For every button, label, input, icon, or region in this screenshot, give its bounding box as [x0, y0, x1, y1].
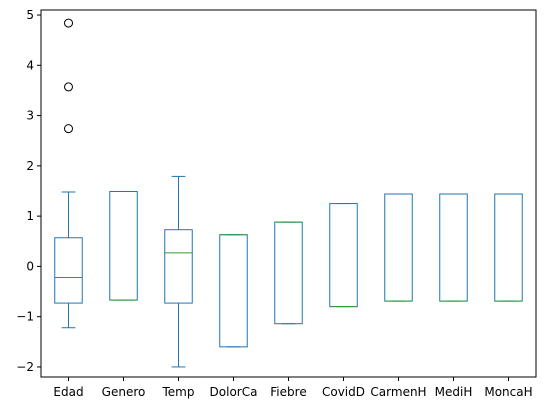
x-tick-label: CarmenH — [370, 385, 426, 399]
y-tick-label: 0 — [26, 259, 34, 273]
y-tick-label: 4 — [26, 58, 34, 72]
outlier-point — [64, 18, 73, 28]
x-axis: Edad Genero Temp DolorCa Fiebre CovidD CarmenH… — [53, 377, 533, 399]
y-tick-label: 1 — [26, 209, 34, 223]
box-group — [109, 190, 138, 301]
x-tick-label: CovidD — [322, 385, 365, 399]
x-tick-label: Edad — [53, 385, 83, 399]
box-group — [219, 234, 248, 348]
box-group — [54, 18, 83, 329]
box-group — [164, 175, 193, 368]
y-tick-label: 2 — [26, 159, 34, 173]
x-tick-label: Temp — [162, 385, 195, 399]
box-group — [384, 193, 413, 302]
y-tick-label: 3 — [26, 109, 34, 123]
x-tick-label: MediH — [435, 385, 473, 399]
x-tick-label: MoncaH — [484, 385, 532, 399]
box — [164, 229, 193, 304]
plot-area — [40, 9, 537, 378]
y-tick-label: −1 — [16, 310, 34, 324]
box-group — [329, 203, 358, 308]
y-tick-label: 5 — [26, 8, 34, 22]
y-axis: −2 −1 0 1 2 3 4 5 — [16, 8, 41, 374]
outlier-point — [64, 82, 73, 92]
box-group — [274, 221, 303, 325]
y-tick-label: −2 — [16, 360, 34, 374]
x-tick-label: DolorCa — [210, 385, 258, 399]
box — [54, 237, 83, 304]
outlier-point — [64, 124, 73, 134]
x-tick-label: Genero — [102, 385, 146, 399]
box-group — [494, 193, 523, 302]
x-tick-label: Fiebre — [270, 385, 306, 399]
box-group — [439, 193, 468, 302]
boxes-layer — [54, 18, 523, 368]
